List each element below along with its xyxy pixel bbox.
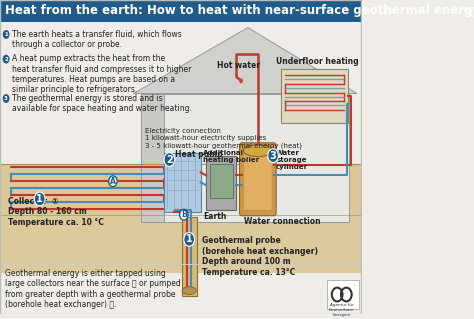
FancyBboxPatch shape (206, 156, 237, 210)
Circle shape (3, 55, 9, 63)
FancyBboxPatch shape (210, 164, 233, 198)
Circle shape (3, 30, 9, 39)
Text: The earth heats a transfer fluid, which flows
through a collector or probe.: The earth heats a transfer fluid, which … (12, 30, 182, 49)
Circle shape (268, 149, 278, 162)
Text: Geothermal energy is either tapped using
large collectors near the surface Ⓐ or : Geothermal energy is either tapped using… (5, 269, 180, 309)
Text: 1: 1 (186, 234, 192, 244)
Circle shape (109, 176, 117, 187)
FancyBboxPatch shape (164, 153, 201, 212)
Polygon shape (134, 27, 357, 93)
Circle shape (180, 209, 188, 220)
Text: The geothermal energy is stored and is
available for space heating and water hea: The geothermal energy is stored and is a… (12, 93, 192, 113)
Ellipse shape (243, 145, 273, 157)
Polygon shape (141, 93, 164, 222)
Text: A: A (110, 177, 116, 186)
FancyBboxPatch shape (239, 143, 276, 216)
Text: Water
storage
cylinder: Water storage cylinder (276, 150, 308, 170)
FancyBboxPatch shape (0, 214, 362, 273)
Circle shape (239, 78, 243, 83)
FancyBboxPatch shape (327, 280, 359, 309)
Text: 3: 3 (4, 96, 8, 101)
Text: Geothermal probe
(borehole heat exchanger)
Depth around 100 m
Temperature ca. 13: Geothermal probe (borehole heat exchange… (202, 236, 318, 277)
Text: Agentur für
Erneuerbare
Energien: Agentur für Erneuerbare Energien (329, 303, 355, 316)
Text: 2: 2 (166, 155, 173, 165)
Text: 1: 1 (36, 194, 43, 204)
Text: Underfloor heating: Underfloor heating (276, 57, 359, 66)
Circle shape (3, 94, 9, 103)
Circle shape (34, 192, 45, 206)
FancyBboxPatch shape (182, 217, 197, 295)
FancyBboxPatch shape (0, 165, 362, 214)
Text: Water connection: Water connection (244, 217, 321, 226)
Text: Collector  ①
Depth 80 - 160 cm
Temperature ca. 10 °C: Collector ① Depth 80 - 160 cm Temperatur… (8, 197, 103, 227)
FancyBboxPatch shape (141, 93, 348, 222)
Text: Electricity connection
1 kilowatt-hour electricity supplies
3 - 5 kilowatt-hour : Electricity connection 1 kilowatt-hour e… (145, 128, 302, 149)
FancyBboxPatch shape (244, 149, 272, 210)
Text: B: B (181, 210, 187, 219)
Text: 1: 1 (4, 32, 8, 37)
Circle shape (164, 153, 175, 167)
Circle shape (184, 233, 194, 246)
Text: Additional
heating boiler: Additional heating boiler (203, 150, 259, 163)
Text: 3: 3 (270, 151, 276, 161)
Text: A heat pump extracts the heat from the
heat transfer fluid and compresses it to : A heat pump extracts the heat from the h… (12, 54, 191, 94)
Ellipse shape (182, 287, 196, 294)
Text: Hot water: Hot water (218, 61, 260, 70)
Text: 2: 2 (4, 56, 8, 62)
Text: Heat pump: Heat pump (175, 150, 223, 159)
FancyBboxPatch shape (281, 69, 348, 123)
Text: Heat from the earth: How to heat with near-surface geothermal energy: Heat from the earth: How to heat with ne… (5, 4, 474, 17)
Text: Earth: Earth (203, 212, 226, 221)
FancyBboxPatch shape (0, 0, 362, 22)
